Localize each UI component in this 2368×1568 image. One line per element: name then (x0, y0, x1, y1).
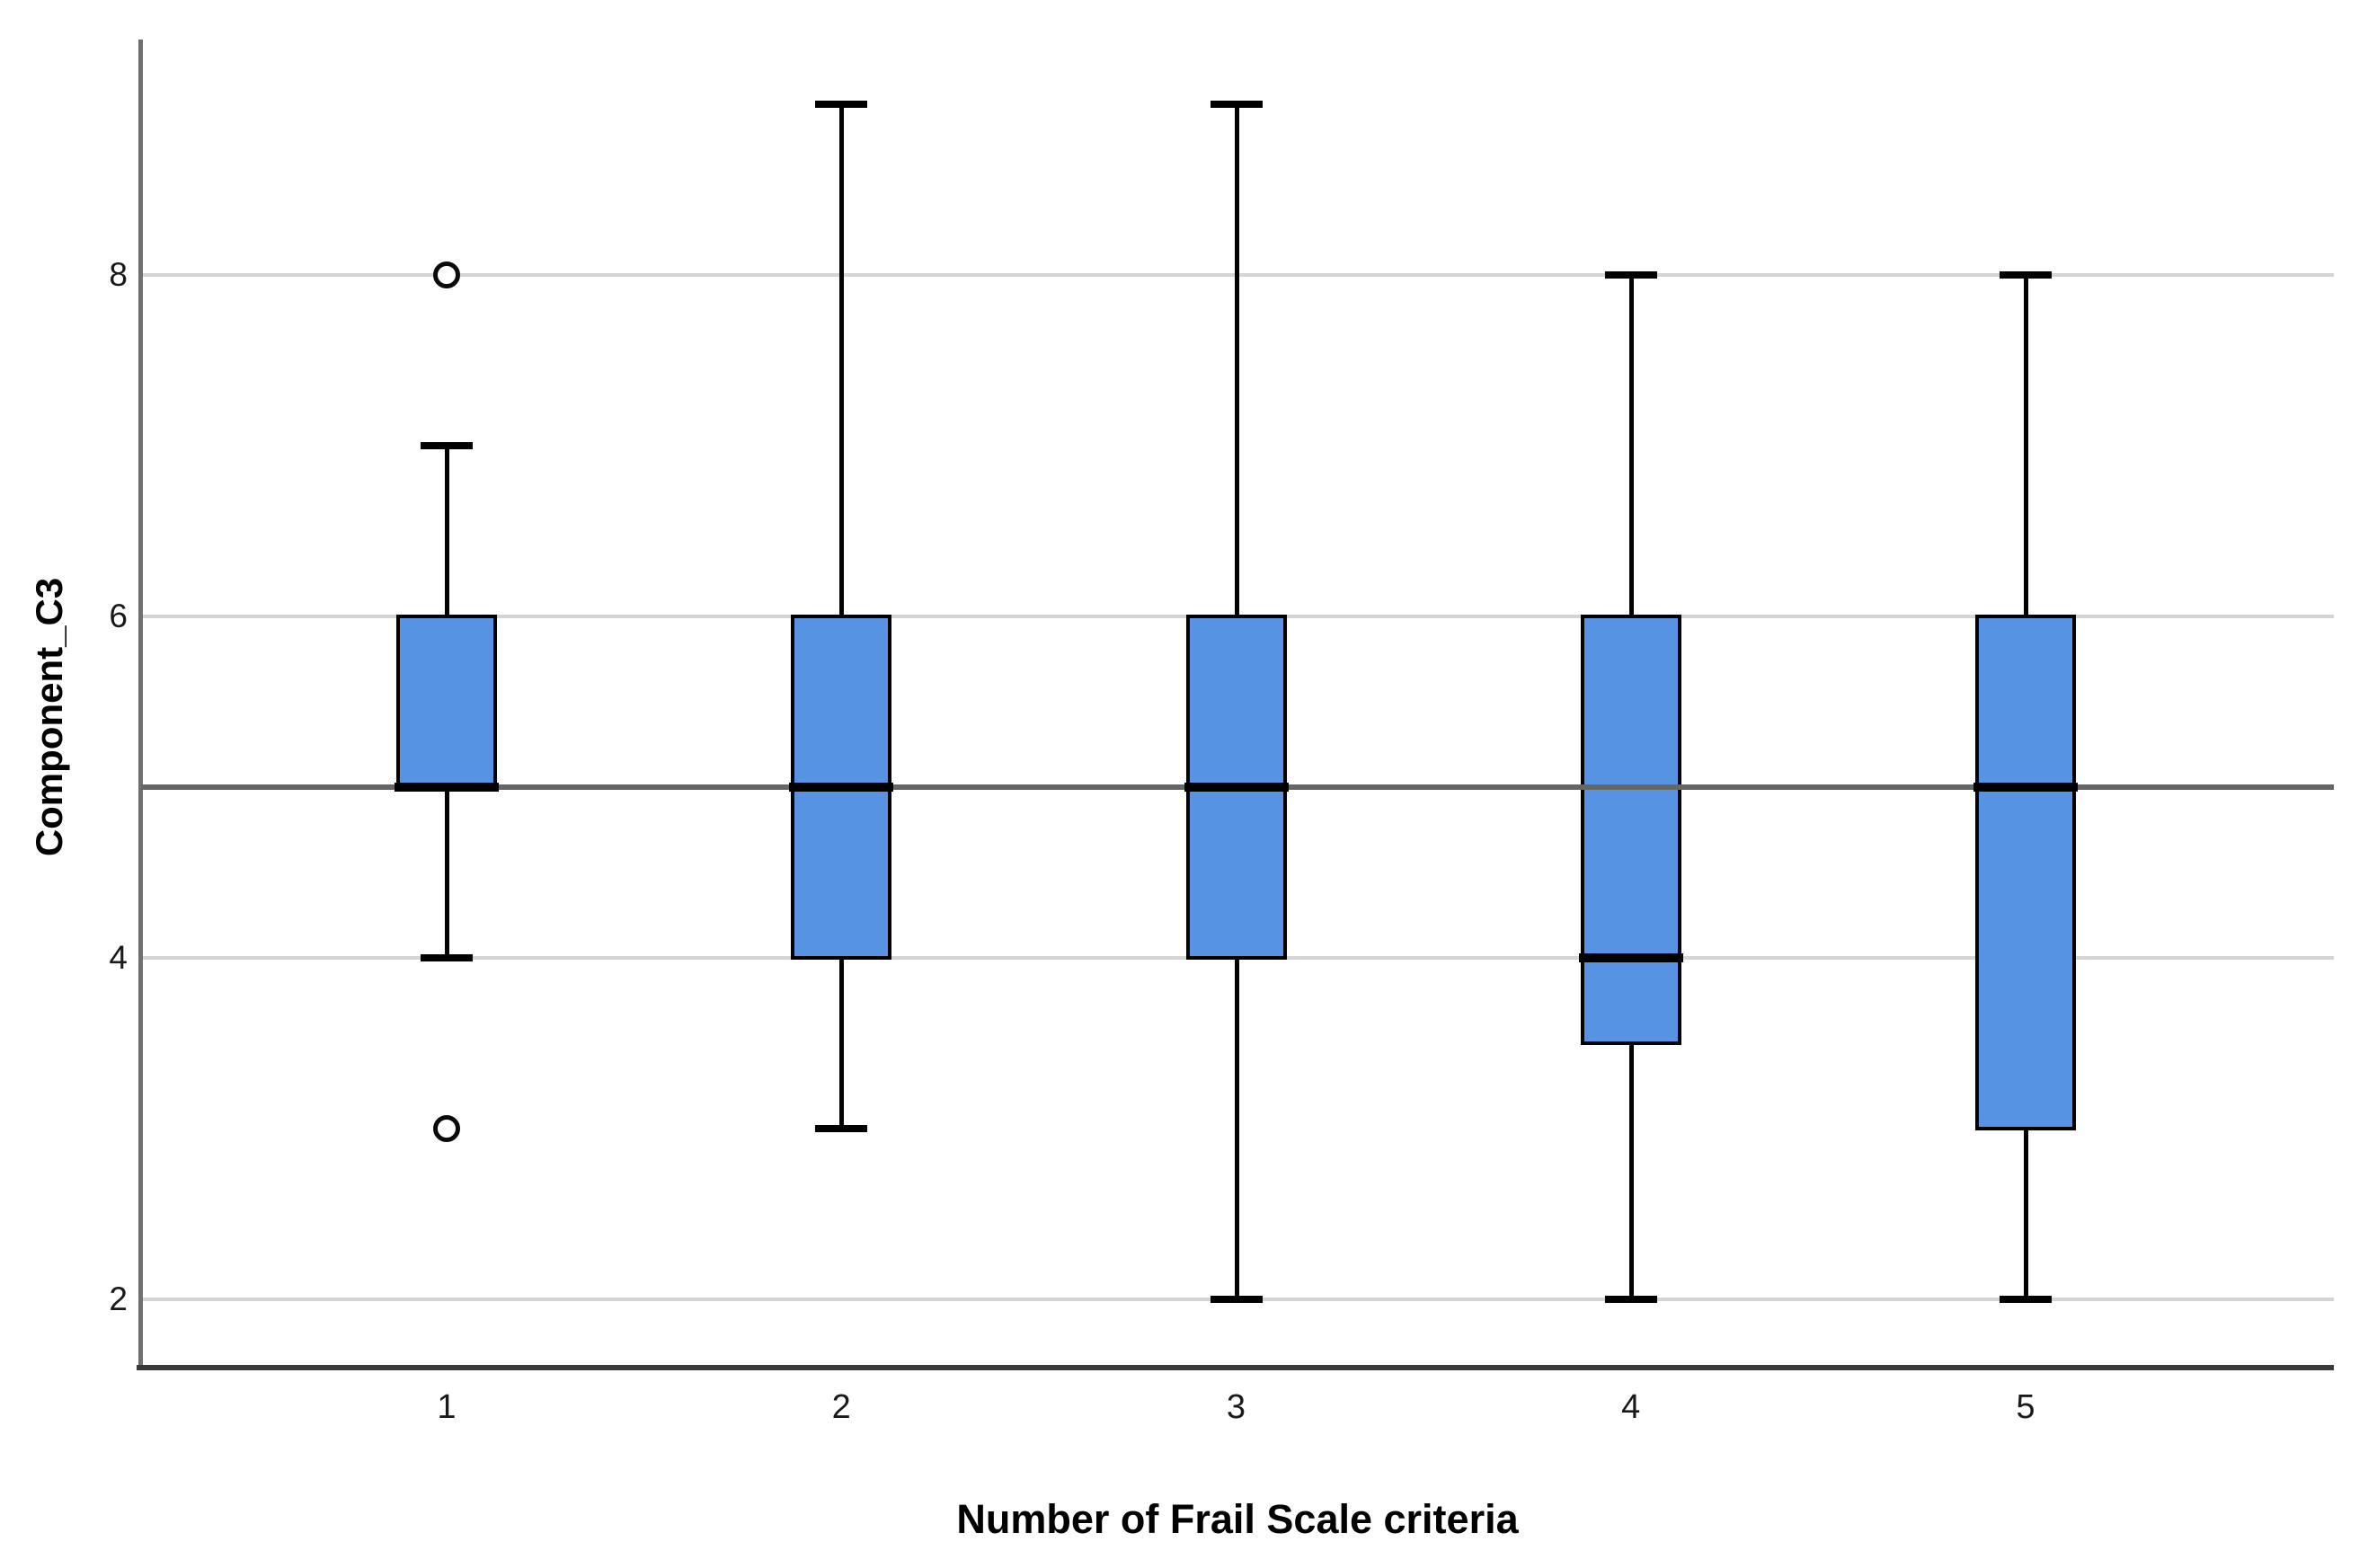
lower-whisker-cap (421, 954, 473, 961)
x-tick-label-2: 2 (831, 1388, 851, 1426)
box-category-5 (1975, 615, 2076, 1130)
x-axis-title: Number of Frail Scale criteria (956, 1496, 1519, 1542)
y-axis-line (138, 40, 143, 1370)
lower-whisker-cap (815, 1125, 868, 1132)
median-line (789, 783, 894, 792)
y-axis-title: Component_C3 (28, 577, 70, 857)
upper-whisker-cap (421, 442, 473, 449)
upper-whisker (1234, 104, 1239, 616)
lower-whisker-cap (2000, 1296, 2052, 1303)
y-tick-label-8: 8 (109, 256, 128, 293)
upper-whisker-cap (1210, 101, 1263, 108)
upper-whisker-cap (2000, 271, 2052, 279)
y-tick-label-4: 4 (109, 939, 128, 976)
x-tick-label-1: 1 (437, 1388, 457, 1426)
upper-whisker (1628, 275, 1634, 616)
y-tick-label-6: 6 (109, 598, 128, 634)
lower-whisker (2024, 1129, 2028, 1299)
median-line (1578, 953, 1683, 962)
upper-whisker (2024, 275, 2028, 616)
outlier-point (433, 261, 460, 288)
upper-whisker (445, 446, 449, 616)
median-line (1973, 783, 2078, 792)
median-line (395, 783, 499, 792)
y-tick-label-2: 2 (109, 1280, 128, 1317)
box-category-1 (396, 615, 497, 789)
box-category-4 (1580, 615, 1681, 1045)
upper-whisker-cap (1604, 271, 1657, 279)
lower-whisker (1628, 1043, 1634, 1299)
x-tick-label-5: 5 (2016, 1388, 2035, 1426)
x-tick-label-4: 4 (1621, 1388, 1641, 1426)
median-line (1184, 783, 1289, 792)
upper-whisker (839, 104, 845, 616)
outlier-point (433, 1115, 460, 1142)
lower-whisker (445, 787, 449, 958)
x-axis-line (137, 1365, 2334, 1370)
x-tick-label-3: 3 (1226, 1388, 1246, 1426)
lower-whisker-cap (1210, 1296, 1263, 1303)
upper-whisker-cap (815, 101, 868, 108)
lower-whisker (839, 958, 845, 1129)
lower-whisker-cap (1604, 1296, 1657, 1303)
lower-whisker (1234, 958, 1239, 1299)
